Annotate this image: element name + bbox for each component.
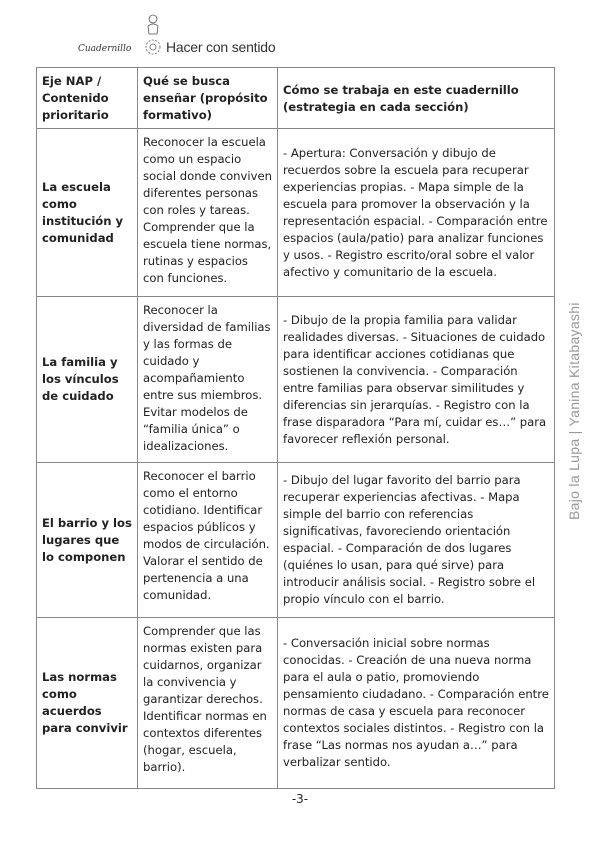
column-header: Eje NAP / Contenido prioritario (36, 67, 138, 129)
column-header: Qué se busca enseñar (propósito formativ… (137, 67, 278, 129)
page-number: -3- (291, 792, 309, 806)
axis-cell: La familia y los vínculos de cuidado (36, 296, 138, 463)
strategy-cell: - Dibujo del lugar favorito del barrio p… (277, 462, 555, 618)
brand-label: Cuadernillo (78, 44, 132, 54)
gear-character-icon (145, 14, 161, 55)
axis-cell: La escuela como institución y comunidad (36, 128, 138, 297)
strategy-cell: - Apertura: Conversación y dibujo de rec… (277, 128, 555, 297)
curriculum-table: Eje NAP / Contenido prioritario Qué se b… (36, 67, 555, 789)
table-row: Las normas como acuerdos para convivir C… (36, 617, 555, 789)
table-row: La familia y los vínculos de cuidado Rec… (36, 296, 555, 463)
column-header: Cómo se trabaja en este cuadernillo (est… (277, 67, 555, 129)
table-row: La escuela como institución y comunidad … (36, 128, 555, 297)
table-header-row: Eje NAP / Contenido prioritario Qué se b… (36, 67, 555, 129)
table-row: El barrio y los lugares que lo componen … (36, 462, 555, 618)
purpose-cell: Comprender que las normas existen para c… (137, 617, 278, 789)
header-title: Hacer con sentido (166, 39, 276, 55)
header-logo: Cuadernillo Hacer con sentido (78, 12, 278, 60)
purpose-cell: Reconocer el barrio como el entorno coti… (137, 462, 278, 618)
purpose-cell: Reconocer la escuela como un espacio soc… (137, 128, 278, 297)
axis-cell: Las normas como acuerdos para convivir (36, 617, 138, 789)
purpose-cell: Reconocer la diversidad de familias y la… (137, 296, 278, 463)
author-side-text: Bajo la Lupa | Yanina Kitabayashi (566, 302, 582, 520)
axis-cell: El barrio y los lugares que lo componen (36, 462, 138, 618)
strategy-cell: - Conversación inicial sobre normas cono… (277, 617, 555, 789)
strategy-cell: - Dibujo de la propia familia para valid… (277, 296, 555, 463)
